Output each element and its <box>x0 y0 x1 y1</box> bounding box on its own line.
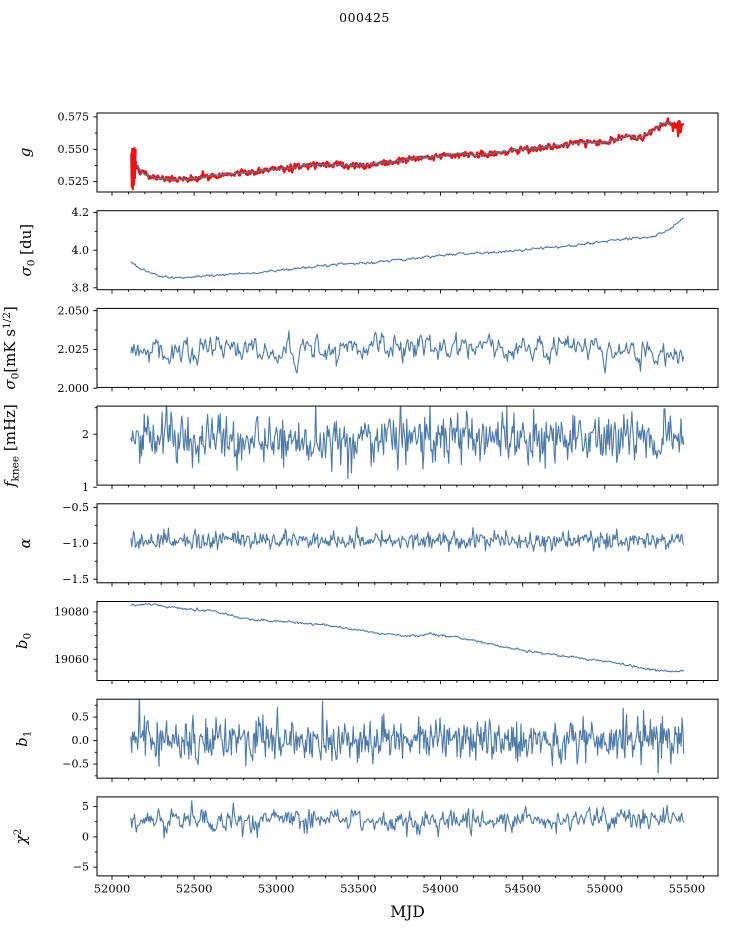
y-tick-label: 5 <box>82 800 89 813</box>
axes-frame <box>96 601 719 681</box>
series-fknee <box>130 406 685 480</box>
series-alpha <box>130 526 685 553</box>
extra-start-spike <box>130 147 137 191</box>
y-ticks <box>93 212 97 289</box>
series-sigma0-mK <box>130 330 685 374</box>
panel-b0: 19080 19060 b0 <box>13 601 719 685</box>
y-tick-label: −0.5 <box>62 758 89 771</box>
panel-sigma0-mK: 2.050 2.025 2.000 σ0[mK s1/2] <box>1 304 719 395</box>
y-tick-label: 2 <box>82 428 89 441</box>
panel-chi2: 5 0 −5 52000 52500 53000 53500 54000 54500 55000 5… <box>12 796 719 895</box>
series-chi2 <box>130 800 685 839</box>
series-b1 <box>130 699 685 774</box>
x-ticks <box>111 192 704 196</box>
x-ticks <box>111 582 704 587</box>
axes-frame <box>96 210 719 291</box>
y-axis-label-sigma0-du: σ0 [du] <box>17 224 38 277</box>
y-tick-label: −0.5 <box>62 501 89 514</box>
y-tick-label: −5 <box>73 861 89 874</box>
series-g-fit <box>130 122 684 181</box>
y-ticks <box>93 506 97 580</box>
y-ticks <box>93 704 97 777</box>
x-tick-label: 53000 <box>258 881 295 895</box>
y-tick-label: 4.2 <box>72 206 90 219</box>
axes-frame <box>96 796 719 877</box>
y-axis-label-sigma0-mK: σ0[mK s1/2] <box>1 306 22 389</box>
y-tick-label: 19080 <box>54 606 89 619</box>
y-tick-label: 4.0 <box>72 244 90 257</box>
x-tick-label: 54500 <box>504 881 541 895</box>
y-tick-label: −1.5 <box>62 573 89 586</box>
x-ticks <box>111 485 704 489</box>
y-ticks <box>93 806 97 868</box>
x-tick-label: 53500 <box>340 881 377 895</box>
y-axis-label-b0: b0 <box>13 633 34 649</box>
x-tick-label: 52500 <box>176 881 213 895</box>
y-axis-label-fknee: fknee [mHz] <box>1 404 22 488</box>
x-ticks <box>111 778 704 782</box>
axes-frame <box>96 112 719 193</box>
y-axis-label-g: g <box>16 148 34 158</box>
x-tick-label: 54000 <box>422 881 459 895</box>
axes-frame <box>96 503 719 584</box>
panel-alpha: −0.5 −1.0 −1.5 α <box>16 501 719 587</box>
y-tick-label: 3.8 <box>72 281 90 294</box>
x-tick-label: 55500 <box>669 881 706 895</box>
y-tick-label: 0.575 <box>58 111 90 124</box>
x-ticks <box>111 875 704 880</box>
axes-frame <box>96 698 719 779</box>
y-ticks <box>93 310 97 389</box>
y-tick-label: 0.525 <box>58 175 90 188</box>
y-axis-label-chi2: χ2 <box>12 829 30 846</box>
y-tick-label: 2.000 <box>58 382 90 395</box>
x-tick-label: 52000 <box>94 881 131 895</box>
y-tick-label: 2.025 <box>58 343 90 356</box>
figure-title: 000425 <box>339 10 390 25</box>
y-ticks <box>93 407 97 488</box>
panel-sigma0-du: 4.2 4.0 3.8 σ0 [du] <box>17 206 719 294</box>
y-axis-label-b1: b1 <box>13 731 34 747</box>
series-b0 <box>130 603 685 673</box>
x-ticks <box>111 680 704 685</box>
series-sigma0-du <box>130 217 684 280</box>
extra-end-droop <box>670 122 683 138</box>
axes-frame <box>96 405 719 486</box>
x-axis-label: MJD <box>390 903 425 921</box>
panel-g: 0.575 0.550 0.525 g <box>16 111 719 196</box>
axes-frame <box>96 307 719 388</box>
y-ticks <box>93 611 97 672</box>
y-tick-label: 1 <box>82 481 89 494</box>
x-ticks <box>111 387 704 392</box>
y-ticks <box>93 116 97 183</box>
y-tick-label: 0 <box>82 831 89 844</box>
series-g-raw <box>129 117 685 183</box>
y-tick-label: 2.050 <box>58 304 90 317</box>
panel-b1: 0.5 0.0 −0.5 b1 <box>13 698 719 782</box>
y-tick-label: 0.5 <box>72 711 90 724</box>
y-tick-label: 19060 <box>54 653 89 666</box>
y-axis-label-alpha: α <box>16 538 34 548</box>
panel-fknee: 2 1 fknee [mHz] <box>1 404 719 494</box>
y-tick-label: 0.0 <box>72 734 90 747</box>
y-tick-label: −1.0 <box>62 537 89 550</box>
x-tick-label: 55000 <box>587 881 624 895</box>
y-tick-label: 0.550 <box>58 143 90 156</box>
x-ticks <box>111 289 704 294</box>
